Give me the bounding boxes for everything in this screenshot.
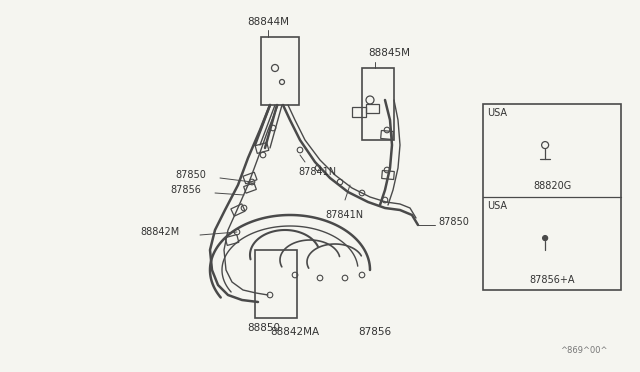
Bar (244, 183, 257, 193)
Text: ^869^00^: ^869^00^ (560, 346, 607, 355)
Bar (231, 204, 245, 216)
Bar (255, 250, 297, 318)
Text: 88844M: 88844M (247, 17, 289, 27)
Bar (261, 37, 299, 105)
Circle shape (543, 235, 548, 241)
Text: 87841N: 87841N (325, 210, 363, 220)
Text: 88850: 88850 (248, 323, 280, 333)
Bar (243, 172, 257, 184)
Bar (225, 235, 239, 246)
Bar (381, 131, 394, 140)
Bar (352, 107, 366, 117)
Text: 87850: 87850 (438, 217, 469, 227)
Text: 87856+A: 87856+A (529, 275, 575, 285)
Text: 88820G: 88820G (533, 181, 571, 191)
Text: 88845M: 88845M (368, 48, 410, 58)
Bar (255, 142, 269, 153)
Bar (483, 104, 621, 290)
Text: USA: USA (487, 108, 507, 118)
Text: 87856: 87856 (170, 185, 201, 195)
Bar (365, 103, 378, 112)
Text: 87856: 87856 (358, 327, 391, 337)
Bar (362, 68, 394, 140)
Text: 87850: 87850 (175, 170, 206, 180)
Text: 87841N: 87841N (298, 167, 336, 177)
Text: USA: USA (487, 201, 507, 211)
Text: 88842M: 88842M (140, 227, 179, 237)
Bar (381, 170, 394, 180)
Text: 88842MA: 88842MA (271, 327, 319, 337)
